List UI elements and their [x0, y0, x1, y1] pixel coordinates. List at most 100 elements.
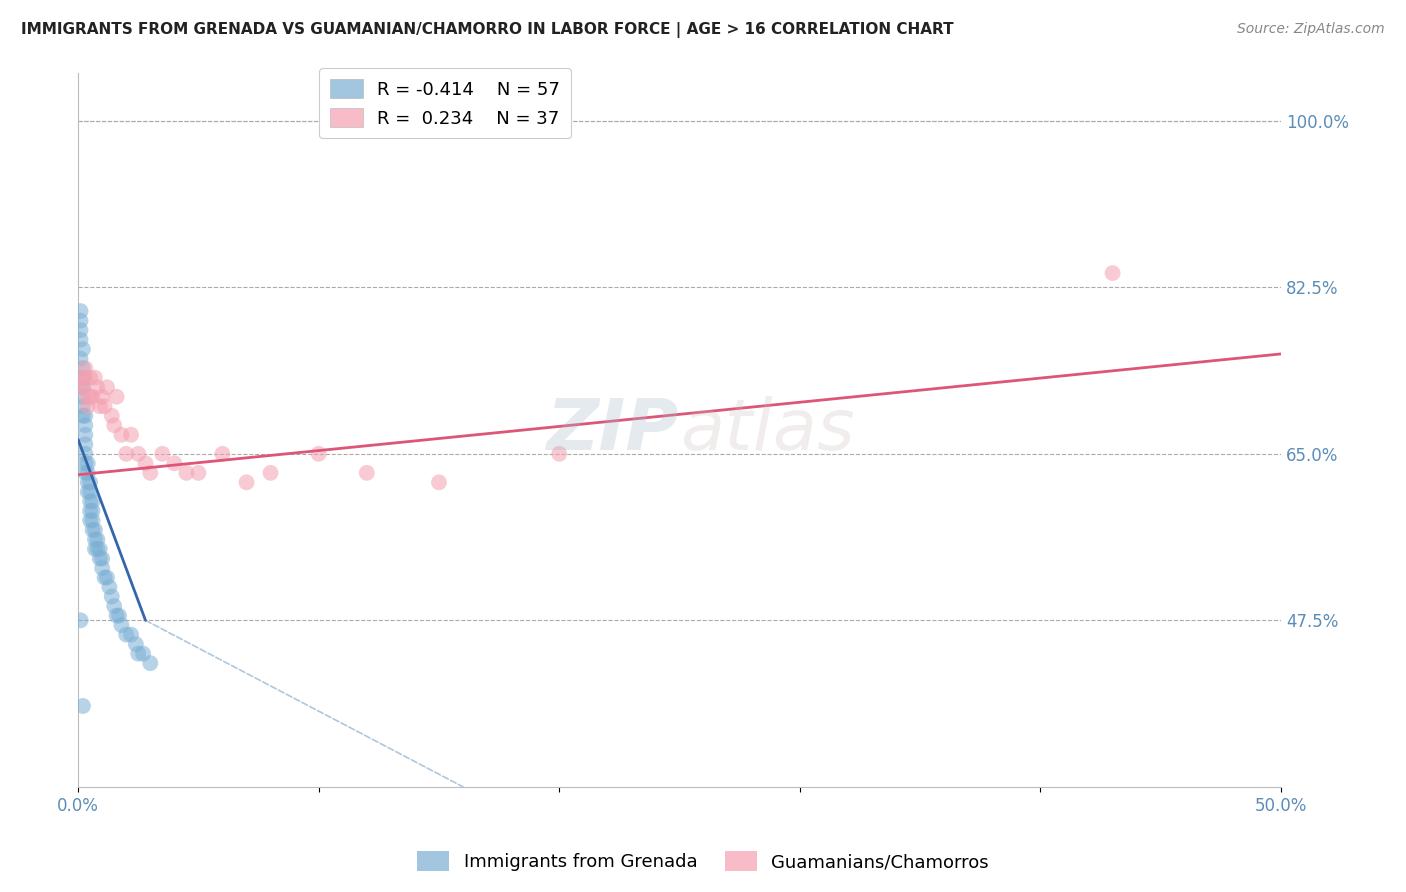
- Point: [79, 475, 101, 490]
- Point: [72, 399, 94, 413]
- Point: [110, 618, 132, 632]
- Point: [108, 608, 131, 623]
- Point: [110, 427, 132, 442]
- Point: [127, 647, 149, 661]
- Point: [89, 399, 111, 413]
- Point: [82, 494, 104, 508]
- Point: [176, 466, 198, 480]
- Point: [76, 466, 98, 480]
- Point: [76, 475, 98, 490]
- Point: [235, 475, 257, 490]
- Point: [72, 342, 94, 356]
- Point: [91, 390, 114, 404]
- Point: [76, 390, 98, 404]
- Point: [69, 333, 91, 347]
- Point: [82, 390, 104, 404]
- Text: IMMIGRANTS FROM GRENADA VS GUAMANIAN/CHAMORRO IN LABOR FORCE | AGE > 16 CORRELAT: IMMIGRANTS FROM GRENADA VS GUAMANIAN/CHA…: [21, 22, 953, 38]
- Legend: R = -0.414    N = 57, R =  0.234    N = 37: R = -0.414 N = 57, R = 0.234 N = 37: [319, 68, 571, 138]
- Point: [356, 466, 378, 480]
- Point: [103, 599, 125, 613]
- Point: [115, 627, 138, 641]
- Point: [79, 390, 101, 404]
- Point: [91, 551, 114, 566]
- Point: [72, 698, 94, 713]
- Point: [93, 570, 115, 584]
- Point: [82, 513, 104, 527]
- Point: [120, 427, 142, 442]
- Point: [69, 380, 91, 394]
- Point: [101, 590, 124, 604]
- Point: [132, 647, 155, 661]
- Point: [86, 541, 108, 556]
- Point: [75, 370, 97, 384]
- Point: [259, 466, 281, 480]
- Point: [96, 570, 118, 584]
- Point: [120, 627, 142, 641]
- Point: [86, 533, 108, 547]
- Point: [79, 513, 101, 527]
- Point: [75, 456, 97, 470]
- Point: [75, 418, 97, 433]
- Point: [103, 418, 125, 433]
- Point: [75, 409, 97, 423]
- Point: [79, 504, 101, 518]
- Point: [72, 390, 94, 404]
- Point: [89, 541, 111, 556]
- Point: [139, 656, 162, 670]
- Point: [72, 409, 94, 423]
- Point: [163, 456, 186, 470]
- Point: [127, 447, 149, 461]
- Point: [69, 313, 91, 327]
- Point: [79, 494, 101, 508]
- Point: [72, 370, 94, 384]
- Point: [69, 304, 91, 318]
- Point: [75, 361, 97, 376]
- Point: [139, 466, 162, 480]
- Point: [75, 447, 97, 461]
- Point: [69, 351, 91, 366]
- Point: [75, 437, 97, 451]
- Point: [91, 561, 114, 575]
- Text: atlas: atlas: [679, 395, 855, 465]
- Text: Source: ZipAtlas.com: Source: ZipAtlas.com: [1237, 22, 1385, 37]
- Point: [75, 466, 97, 480]
- Point: [84, 533, 107, 547]
- Point: [105, 390, 128, 404]
- Point: [82, 504, 104, 518]
- Point: [84, 541, 107, 556]
- Point: [101, 409, 124, 423]
- Point: [89, 551, 111, 566]
- Point: [76, 456, 98, 470]
- Point: [72, 370, 94, 384]
- Point: [82, 523, 104, 537]
- Point: [1101, 266, 1123, 280]
- Text: ZIP: ZIP: [547, 395, 679, 465]
- Point: [72, 380, 94, 394]
- Point: [84, 370, 107, 384]
- Point: [76, 484, 98, 499]
- Point: [105, 608, 128, 623]
- Point: [69, 613, 91, 627]
- Point: [79, 484, 101, 499]
- Point: [72, 380, 94, 394]
- Point: [548, 447, 571, 461]
- Point: [134, 456, 156, 470]
- Point: [69, 323, 91, 337]
- Point: [96, 380, 118, 394]
- Point: [93, 399, 115, 413]
- Legend: Immigrants from Grenada, Guamanians/Chamorros: Immigrants from Grenada, Guamanians/Cham…: [409, 844, 997, 879]
- Point: [125, 637, 148, 651]
- Point: [427, 475, 450, 490]
- Point: [86, 380, 108, 394]
- Point: [84, 523, 107, 537]
- Point: [308, 447, 330, 461]
- Point: [98, 580, 121, 594]
- Point: [150, 447, 173, 461]
- Point: [76, 399, 98, 413]
- Point: [75, 427, 97, 442]
- Point: [115, 447, 138, 461]
- Point: [79, 370, 101, 384]
- Point: [72, 361, 94, 376]
- Point: [211, 447, 233, 461]
- Point: [187, 466, 209, 480]
